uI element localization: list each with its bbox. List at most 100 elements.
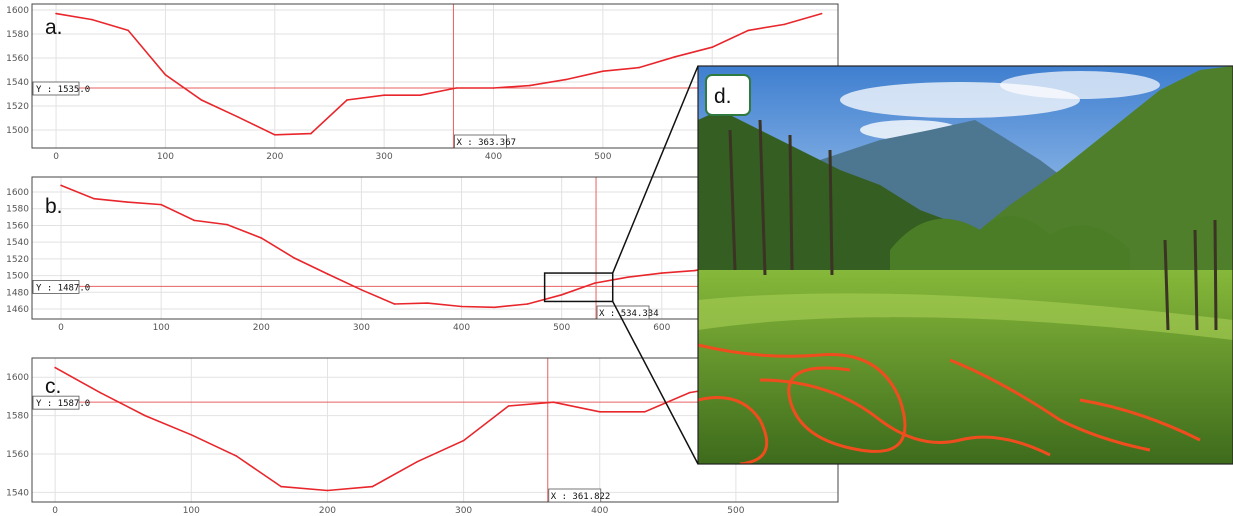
panel-label: a. (45, 16, 63, 39)
y-readout: Y : 1535.0 (32, 81, 90, 96)
x-tick-label: 400 (485, 152, 502, 162)
x-tick-label: 500 (553, 323, 570, 333)
y-tick-label: 1600 (6, 188, 29, 198)
y-tick-label: 1600 (6, 6, 29, 16)
data-point (493, 306, 496, 309)
data-point (260, 237, 263, 239)
data-point (144, 414, 146, 417)
y-readout-box (32, 395, 80, 410)
data-point (598, 410, 601, 413)
data-point (564, 78, 567, 81)
data-point (416, 460, 419, 463)
data-point (200, 99, 203, 101)
zoom-box (543, 272, 614, 303)
data-point (552, 401, 555, 403)
x-tick-label: 500 (727, 506, 744, 516)
x-readout: X : 363.367 (454, 134, 516, 149)
zoom-callout (543, 65, 699, 465)
data-point (747, 29, 750, 32)
data-point (326, 489, 329, 492)
data-point (526, 303, 529, 305)
x-tick-label: 0 (58, 323, 64, 333)
photo-label: d. (714, 85, 732, 108)
series-line (54, 366, 737, 492)
data-point (602, 70, 604, 72)
photo-frame (697, 65, 1233, 465)
y-tick-label: 1460 (6, 305, 29, 315)
x-tick-label: 200 (266, 152, 283, 162)
x-tick-label: 300 (455, 506, 472, 516)
data-point (190, 434, 193, 436)
data-point (160, 203, 162, 206)
x-readout-box (596, 305, 650, 320)
y-tick-label: 1560 (6, 450, 29, 460)
data-point (164, 74, 167, 76)
data-point (226, 223, 229, 226)
y-tick-label: 1540 (6, 238, 29, 248)
y-tick-label: 1520 (6, 102, 29, 112)
y-readout-box (32, 81, 80, 96)
data-point (462, 439, 465, 442)
data-point (626, 276, 629, 279)
x-readout-box (548, 488, 602, 503)
data-point (638, 66, 640, 69)
data-point (393, 303, 396, 305)
y-tick-label: 1600 (6, 373, 29, 383)
data-point (127, 29, 130, 32)
y-tick-label: 1520 (6, 255, 29, 265)
y-tick-label: 1580 (6, 205, 29, 215)
x-tick-label: 300 (353, 323, 370, 333)
y-tick-label: 1580 (6, 30, 29, 40)
data-point (455, 87, 458, 89)
data-point (310, 132, 312, 135)
y-tick-label: 1560 (6, 221, 29, 231)
y-tick-label: 1500 (6, 126, 29, 136)
series-line (55, 12, 822, 136)
x-readout-text: X : 363.367 (456, 138, 516, 148)
data-point (326, 273, 329, 275)
y-readout-text: Y : 1487.0 (36, 283, 90, 293)
x-tick-label: 0 (52, 506, 58, 516)
y-readout: Y : 1587.0 (32, 395, 90, 410)
data-point (492, 87, 495, 89)
data-point (643, 410, 646, 413)
x-readout: X : 534.334 (596, 305, 659, 320)
data-point (193, 219, 196, 222)
data-point (507, 405, 510, 407)
x-tick-label: 100 (157, 152, 174, 162)
field-photo (698, 66, 1233, 464)
x-tick-label: 100 (153, 323, 170, 333)
data-point (528, 84, 531, 87)
x-tick-label: 400 (453, 323, 470, 333)
data-point (426, 302, 429, 304)
x-readout-text: X : 534.334 (599, 309, 659, 319)
data-point (593, 282, 596, 284)
y-tick-label: 1480 (6, 288, 29, 298)
photo-grass-highlight (698, 293, 1233, 340)
panel-label: b. (45, 195, 63, 218)
y-readout-box (32, 280, 80, 294)
data-point (688, 391, 691, 394)
x-tick-label: 0 (53, 152, 59, 162)
data-point (91, 18, 93, 21)
x-tick-label: 600 (653, 323, 670, 333)
x-tick-label: 400 (591, 506, 608, 516)
zoom-connector-bottom (612, 301, 699, 465)
y-tick-label: 1540 (6, 488, 29, 498)
data-point (346, 99, 348, 101)
photo-cables (698, 343, 1201, 464)
data-point (674, 56, 676, 58)
y-readout: Y : 1487.0 (32, 280, 90, 294)
photo-tree-trunks (728, 119, 1218, 331)
data-point (60, 184, 62, 187)
data-point (783, 23, 786, 26)
data-point (280, 485, 282, 488)
data-point (236, 116, 239, 118)
photo-label-box (705, 74, 751, 116)
data-point (293, 257, 296, 259)
data-point (235, 455, 238, 457)
y-readout-text: Y : 1587.0 (36, 399, 90, 409)
x-tick-label: 100 (183, 506, 200, 516)
y-tick-label: 1580 (6, 412, 29, 422)
